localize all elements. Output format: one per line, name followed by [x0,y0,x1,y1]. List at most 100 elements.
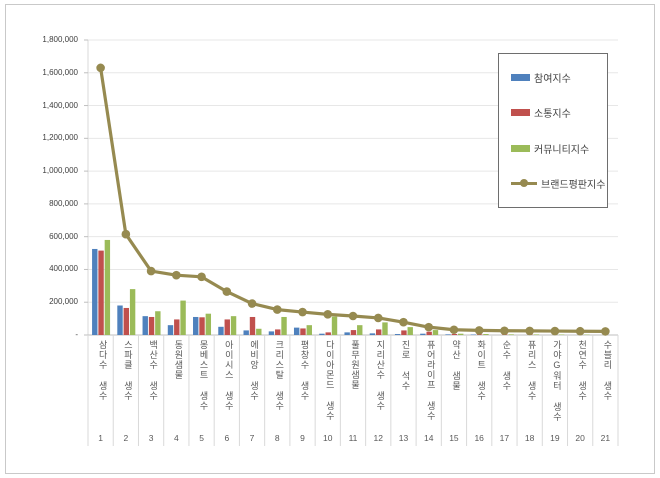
category-cell: 수블리 생수 21 [593,336,618,446]
bar-소통지수 [199,317,205,335]
bar-커뮤니티지수 [155,311,161,335]
bar-커뮤니티지수 [256,328,262,335]
bar-참여지수 [394,334,401,335]
y-tick-label: 1,600,000 [42,67,78,77]
line-marker [247,299,257,308]
bar-커뮤니티지수 [407,327,413,335]
category-rank: 14 [423,433,434,443]
category-rank: 10 [323,433,333,443]
y-tick-label: 600,000 [49,231,78,241]
participation-swatch-icon [511,74,530,82]
bar-참여지수 [142,316,148,335]
bar-소통지수 [426,331,432,335]
bar-커뮤니티지수 [458,333,464,335]
category-rank: 16 [474,433,484,443]
category-rank: 1 [98,433,103,443]
category-label: 동원샘물 [173,340,184,380]
bar-참여지수 [218,326,224,335]
category-rank: 20 [575,433,585,443]
legend: 참여지수 소통지수 커뮤니티지수 브랜드평판지수 [498,53,608,208]
category-rank: 7 [249,433,255,443]
bar-소통지수 [224,319,230,335]
bar-소통지수 [98,250,104,335]
bar-소통지수 [300,328,306,335]
line-marker [500,326,509,336]
category-rank: 19 [550,433,560,443]
category-label: 약산 샘물 [450,340,461,391]
category-label: 크리스탈 생수 [274,340,285,411]
line-marker [601,327,610,336]
category-label: 지리산수 생수 [375,340,386,411]
line-marker [222,287,232,296]
legend-label: 브랜드평판지수 [541,179,606,191]
line-marker [348,311,358,321]
bar-커뮤니티지수 [357,325,363,335]
category-label: 진로 석수 [400,340,411,391]
category-rank: 6 [224,433,230,443]
bar-커뮤니티지수 [104,239,111,335]
category-label: 풀무원샘물 [350,340,360,390]
bar-커뮤니티지수 [483,334,489,335]
y-tick-label: 800,000 [49,198,78,208]
bar-커뮤니티지수 [205,313,212,335]
line-marker [424,322,434,332]
category-label: 퓨리스 생수 [526,340,537,401]
category-rank: 21 [600,433,611,443]
legend-label: 소통지수 [534,109,571,121]
category-cell: 천연수 생수 20 [568,336,593,446]
category-cell: 아이시스 생수 6 [214,336,239,446]
category-rank: 4 [173,433,179,443]
category-rank: 5 [199,433,204,443]
line-marker [474,326,484,335]
bar-소통지수 [148,316,155,335]
category-cell: 풀무원샘물 11 [340,336,365,446]
category-cell: 평창수 생수 9 [290,336,315,446]
y-tick-label: 1,000,000 [42,166,78,176]
bar-참여지수 [445,334,451,335]
category-rank: 11 [348,433,358,443]
category-label: 가야G워터 생수 [551,340,562,422]
category-label: 다이아몬드 생수 [324,340,335,421]
community-swatch-icon [511,144,530,152]
line-marker [550,326,560,336]
category-cell: 백산수 생수 3 [138,336,163,446]
category-label: 수블리 생수 [602,340,613,401]
category-label: 스파클 생수 [122,340,133,401]
line-marker [298,307,307,317]
bar-커뮤니티지수 [129,289,136,335]
category-cell: 다이아몬드 생수 10 [315,336,340,446]
bar-참여지수 [369,333,376,335]
line-marker [449,325,459,335]
category-cell: 퓨리스 생수 18 [517,336,542,446]
line-marker [146,266,156,276]
line-marker [121,229,131,239]
category-label: 평창수 생수 [299,340,310,401]
category-cell: 스파클 생수 2 [113,336,138,446]
bar-참여지수 [167,325,174,335]
line-marker [96,63,105,73]
bar-소통지수 [249,316,256,335]
category-label: 아이시스 생수 [223,340,234,411]
category-cell: 크리스탈 생수 8 [265,336,290,446]
category-label: 삼다수 생수 [97,340,108,401]
category-cell: 진로 석수 13 [391,336,416,446]
bar-커뮤니티지수 [331,316,338,335]
bar-소통지수 [325,332,331,335]
bar-참여지수 [92,248,98,335]
category-label: 몽베스트 생수 [198,340,209,411]
category-cell: 화이트 생수 16 [467,336,492,446]
category-cell: 약산 샘물 15 [441,336,466,446]
bar-커뮤니티지수 [180,300,186,335]
y-tick-label: 1,200,000 [42,133,78,143]
bar-커뮤니티지수 [382,322,388,335]
line-marker [197,272,206,282]
category-cell: 가야G워터 생수 19 [542,336,567,446]
bar-커뮤니티지수 [533,334,540,335]
category-rank: 17 [499,433,510,443]
legend-label: 커뮤니티지수 [534,144,590,156]
y-tick-label: - [75,330,78,339]
bar-커뮤니티지수 [306,325,312,335]
line-marker-swatch-icon [511,179,537,188]
legend-label: 참여지수 [534,74,571,86]
